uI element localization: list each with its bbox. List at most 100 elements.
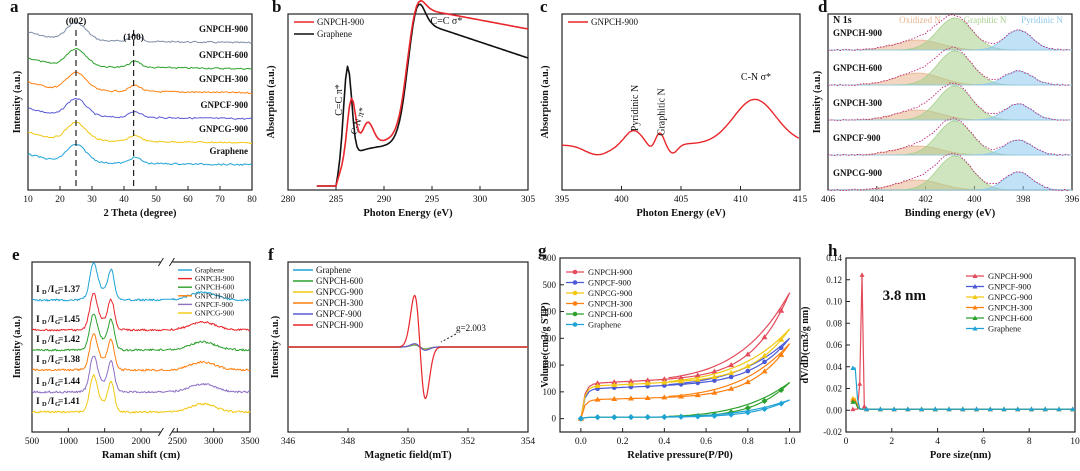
ratio-sub: G <box>55 359 60 366</box>
legend-label: GNPCH-300 <box>588 299 632 309</box>
panel-letter: e <box>12 245 20 264</box>
data-point <box>761 352 768 358</box>
panel-letter: h <box>828 241 838 260</box>
x-tick-label: 404 <box>870 195 885 205</box>
panel-letter: g <box>538 241 547 260</box>
isotherm-des-GNPCH-600 <box>668 382 790 417</box>
x-tick-label: 2500 <box>168 437 187 447</box>
x-axis-label: Photon Energy (eV) <box>363 208 453 219</box>
ratio-prefix: I <box>36 355 40 365</box>
y-tick-label: 0.06 <box>826 340 842 350</box>
ratio-div: /I <box>47 285 55 295</box>
data-point <box>850 365 856 371</box>
legend-label: Graphene <box>317 29 352 39</box>
series-label: GNPCH-900 <box>199 24 248 34</box>
axis-break <box>160 430 173 434</box>
data-point <box>594 380 601 386</box>
data-point <box>919 406 925 412</box>
data-point <box>1070 406 1076 412</box>
raman-line-GNPCH-600 <box>31 313 251 352</box>
x-tick-label: 50 <box>151 195 161 205</box>
xrd-line-Graphene <box>27 143 253 166</box>
data-point <box>859 272 865 277</box>
annotation: C-N σ* <box>741 72 771 83</box>
nexafs-line-gnpch900 <box>316 0 529 187</box>
x-tick-label: 400 <box>967 195 982 205</box>
data-point <box>594 414 601 421</box>
ratio-sub: D <box>42 359 47 366</box>
data-point <box>778 386 785 393</box>
x-tick-label: 40 <box>119 195 129 205</box>
data-point <box>627 414 634 421</box>
ratio-label: =1.44 <box>58 377 80 387</box>
panel-letter: c <box>540 0 548 16</box>
legend-marker <box>972 273 978 278</box>
data-point <box>594 382 601 388</box>
annotation: Graphitic N <box>656 88 667 136</box>
data-point <box>611 395 618 401</box>
annotation: g=2.003 <box>456 323 486 333</box>
data-point <box>778 307 785 313</box>
ratio-prefix: I <box>36 285 40 295</box>
data-point <box>761 406 768 413</box>
panel-letter: f <box>268 245 274 264</box>
x-tick-label: 30 <box>87 195 97 205</box>
axis-break-mark <box>169 257 175 267</box>
series-label: GNPCH-300 <box>833 98 882 108</box>
xrd-line-GNPCF-900 <box>27 97 253 120</box>
y-tick-label: 300 <box>543 333 557 343</box>
axis-break-mark <box>158 427 164 437</box>
ratio-sub: G <box>55 381 60 388</box>
ratio-prefix: I <box>36 335 40 345</box>
y-tick-label: 0.12 <box>826 275 842 285</box>
series-label: GNPCH-600 <box>833 63 882 73</box>
legend-label: GNPCG-900 <box>988 292 1032 302</box>
y-tick-label: 100 <box>543 387 557 397</box>
x-tick-label: 348 <box>341 437 356 447</box>
x-tick-label: 405 <box>674 195 689 205</box>
y-tick-label: 0.10 <box>826 297 842 307</box>
legend-label: GNPCH-900 <box>316 320 364 330</box>
legend-label: Graphene <box>588 320 621 330</box>
plot-frame <box>559 257 801 433</box>
y-tick-label: 0.04 <box>826 362 842 372</box>
plot-frame <box>561 13 801 191</box>
isotherm-des-GNPCH-900 <box>668 292 791 379</box>
data-point <box>744 379 751 385</box>
ratio-div: /I <box>47 355 55 365</box>
panel-letter: d <box>818 0 828 16</box>
plot-frame <box>845 257 1076 433</box>
data-point <box>711 389 718 395</box>
xps-envelope <box>827 46 1070 87</box>
panel-d: 406 404 402 400 398 396 Binding energy (eV) Int… <box>812 0 1079 219</box>
y-tick-label: 0.00 <box>826 405 842 415</box>
data-point <box>712 378 717 383</box>
ratio-sub: D <box>42 401 47 408</box>
raman-line-GNPCH-900 <box>31 293 251 332</box>
xps-component <box>828 29 1072 51</box>
xps-component <box>828 70 1072 86</box>
y-axis-label: Volume(cm3/g STP) <box>540 302 551 387</box>
series-label: GNPCF-900 <box>201 100 249 110</box>
panel-e: 500 1000 1500 2000 2500 3000 3500 Raman shift (… <box>12 245 260 461</box>
data-point <box>744 409 751 416</box>
legend-marker <box>572 311 578 317</box>
data-point <box>905 406 911 412</box>
x-tick-label: 1000 <box>59 437 78 447</box>
data-point <box>974 406 980 412</box>
x-tick-label: 290 <box>377 195 392 205</box>
ratio-div: /I <box>47 397 55 407</box>
x-tick-label: 295 <box>425 195 440 205</box>
panel-h: 0 2 4 6 8 10 -0.02 0.00 0.02 0.04 0.06 0.08 0.10 0.12… <box>800 241 1080 461</box>
data-point <box>695 380 701 386</box>
series-label: Graphene <box>209 146 248 156</box>
psd-line-GNPCH-300 <box>852 399 1075 410</box>
ratio-label: =1.38 <box>58 355 80 365</box>
data-point <box>644 377 651 383</box>
psd-line-GNPCH-600 <box>852 401 1075 410</box>
x-tick-label: 398 <box>1016 195 1031 205</box>
x-tick-label: 2 <box>889 437 894 447</box>
isotherm-des-GNPCH-300 <box>668 343 791 398</box>
series-label: GNPCH-900 <box>833 28 882 38</box>
